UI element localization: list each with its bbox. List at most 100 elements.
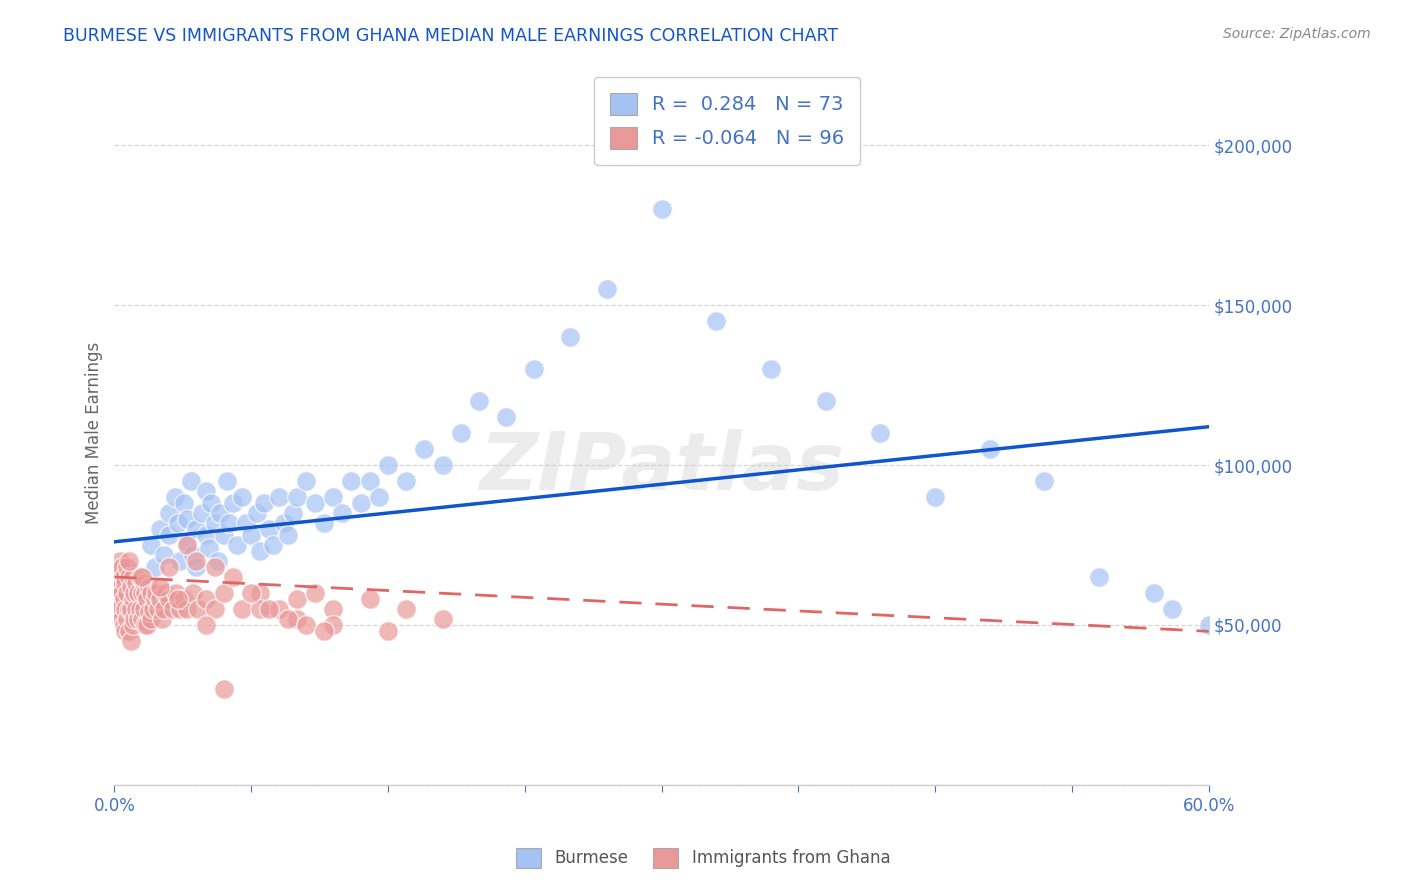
- Point: [262, 538, 284, 552]
- Point: [450, 426, 472, 441]
- Point: [107, 570, 129, 584]
- Point: [142, 602, 165, 616]
- Point: [222, 570, 245, 584]
- Point: [340, 474, 363, 488]
- Point: [139, 538, 162, 552]
- Point: [304, 586, 326, 600]
- Point: [157, 506, 180, 520]
- Point: [186, 522, 208, 536]
- Point: [127, 611, 149, 625]
- Point: [167, 592, 190, 607]
- Point: [1088, 570, 1111, 584]
- Point: [108, 554, 131, 568]
- Point: [322, 490, 344, 504]
- Point: [186, 554, 208, 568]
- Point: [285, 490, 308, 504]
- Point: [176, 512, 198, 526]
- Point: [145, 586, 167, 600]
- Text: ZIPatlas: ZIPatlas: [479, 429, 844, 508]
- Point: [114, 576, 136, 591]
- Point: [132, 602, 155, 616]
- Point: [105, 602, 128, 616]
- Point: [332, 506, 354, 520]
- Point: [139, 586, 162, 600]
- Point: [124, 586, 146, 600]
- Point: [149, 522, 172, 536]
- Point: [432, 458, 454, 472]
- Point: [349, 496, 371, 510]
- Point: [165, 586, 187, 600]
- Point: [118, 570, 141, 584]
- Point: [114, 602, 136, 616]
- Point: [131, 570, 153, 584]
- Point: [155, 586, 177, 600]
- Point: [704, 314, 727, 328]
- Point: [173, 592, 195, 607]
- Point: [924, 490, 946, 504]
- Point: [209, 506, 232, 520]
- Point: [194, 618, 217, 632]
- Point: [304, 496, 326, 510]
- Point: [120, 602, 142, 616]
- Point: [322, 618, 344, 632]
- Point: [200, 496, 222, 510]
- Point: [167, 516, 190, 530]
- Point: [295, 618, 318, 632]
- Point: [134, 618, 156, 632]
- Point: [285, 592, 308, 607]
- Point: [277, 528, 299, 542]
- Point: [468, 394, 491, 409]
- Text: BURMESE VS IMMIGRANTS FROM GHANA MEDIAN MALE EARNINGS CORRELATION CHART: BURMESE VS IMMIGRANTS FROM GHANA MEDIAN …: [63, 27, 838, 45]
- Point: [136, 618, 159, 632]
- Point: [1033, 474, 1056, 488]
- Point: [359, 474, 381, 488]
- Point: [295, 474, 318, 488]
- Point: [124, 611, 146, 625]
- Point: [1143, 586, 1166, 600]
- Point: [169, 602, 191, 616]
- Point: [204, 560, 226, 574]
- Point: [359, 592, 381, 607]
- Legend: Burmese, Immigrants from Ghana: Burmese, Immigrants from Ghana: [509, 841, 897, 875]
- Point: [112, 592, 135, 607]
- Point: [231, 602, 253, 616]
- Point: [240, 528, 263, 542]
- Point: [148, 602, 170, 616]
- Point: [198, 541, 221, 556]
- Point: [249, 586, 271, 600]
- Point: [194, 483, 217, 498]
- Point: [273, 516, 295, 530]
- Point: [121, 592, 143, 607]
- Point: [523, 362, 546, 376]
- Point: [596, 282, 619, 296]
- Point: [413, 442, 436, 456]
- Point: [108, 580, 131, 594]
- Point: [134, 586, 156, 600]
- Point: [759, 362, 782, 376]
- Point: [869, 426, 891, 441]
- Point: [212, 586, 235, 600]
- Point: [120, 633, 142, 648]
- Point: [207, 554, 229, 568]
- Point: [112, 618, 135, 632]
- Point: [212, 681, 235, 696]
- Y-axis label: Median Male Earnings: Median Male Earnings: [86, 342, 103, 524]
- Legend: R =  0.284   N = 73, R = -0.064   N = 96: R = 0.284 N = 73, R = -0.064 N = 96: [595, 77, 860, 165]
- Point: [231, 490, 253, 504]
- Point: [115, 586, 138, 600]
- Point: [176, 602, 198, 616]
- Point: [125, 602, 148, 616]
- Point: [979, 442, 1001, 456]
- Point: [194, 528, 217, 542]
- Point: [143, 560, 166, 574]
- Point: [267, 602, 290, 616]
- Point: [814, 394, 837, 409]
- Point: [249, 602, 271, 616]
- Point: [194, 592, 217, 607]
- Point: [139, 611, 162, 625]
- Point: [560, 330, 582, 344]
- Point: [121, 570, 143, 584]
- Point: [138, 605, 160, 619]
- Point: [314, 516, 336, 530]
- Point: [129, 602, 152, 616]
